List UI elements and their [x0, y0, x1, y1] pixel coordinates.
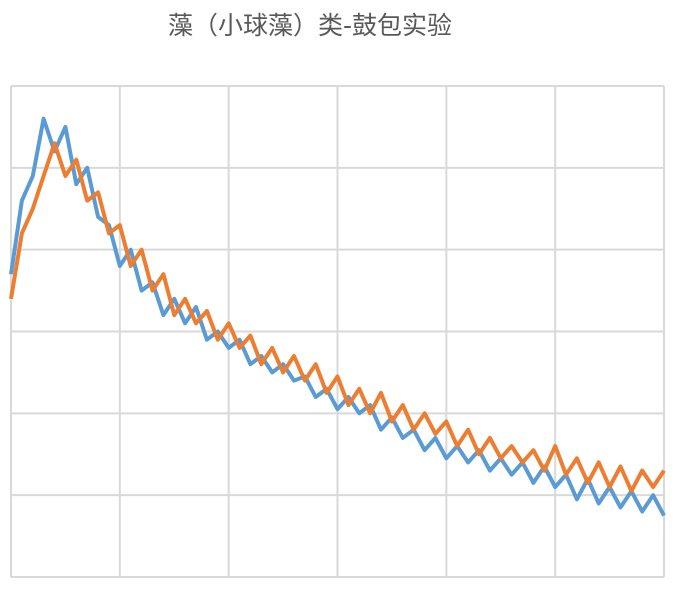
data-line — [9, 116, 666, 517]
chart-title: 藻（小球藻）类-鼓包实验 — [168, 11, 452, 40]
data-line — [9, 141, 666, 494]
